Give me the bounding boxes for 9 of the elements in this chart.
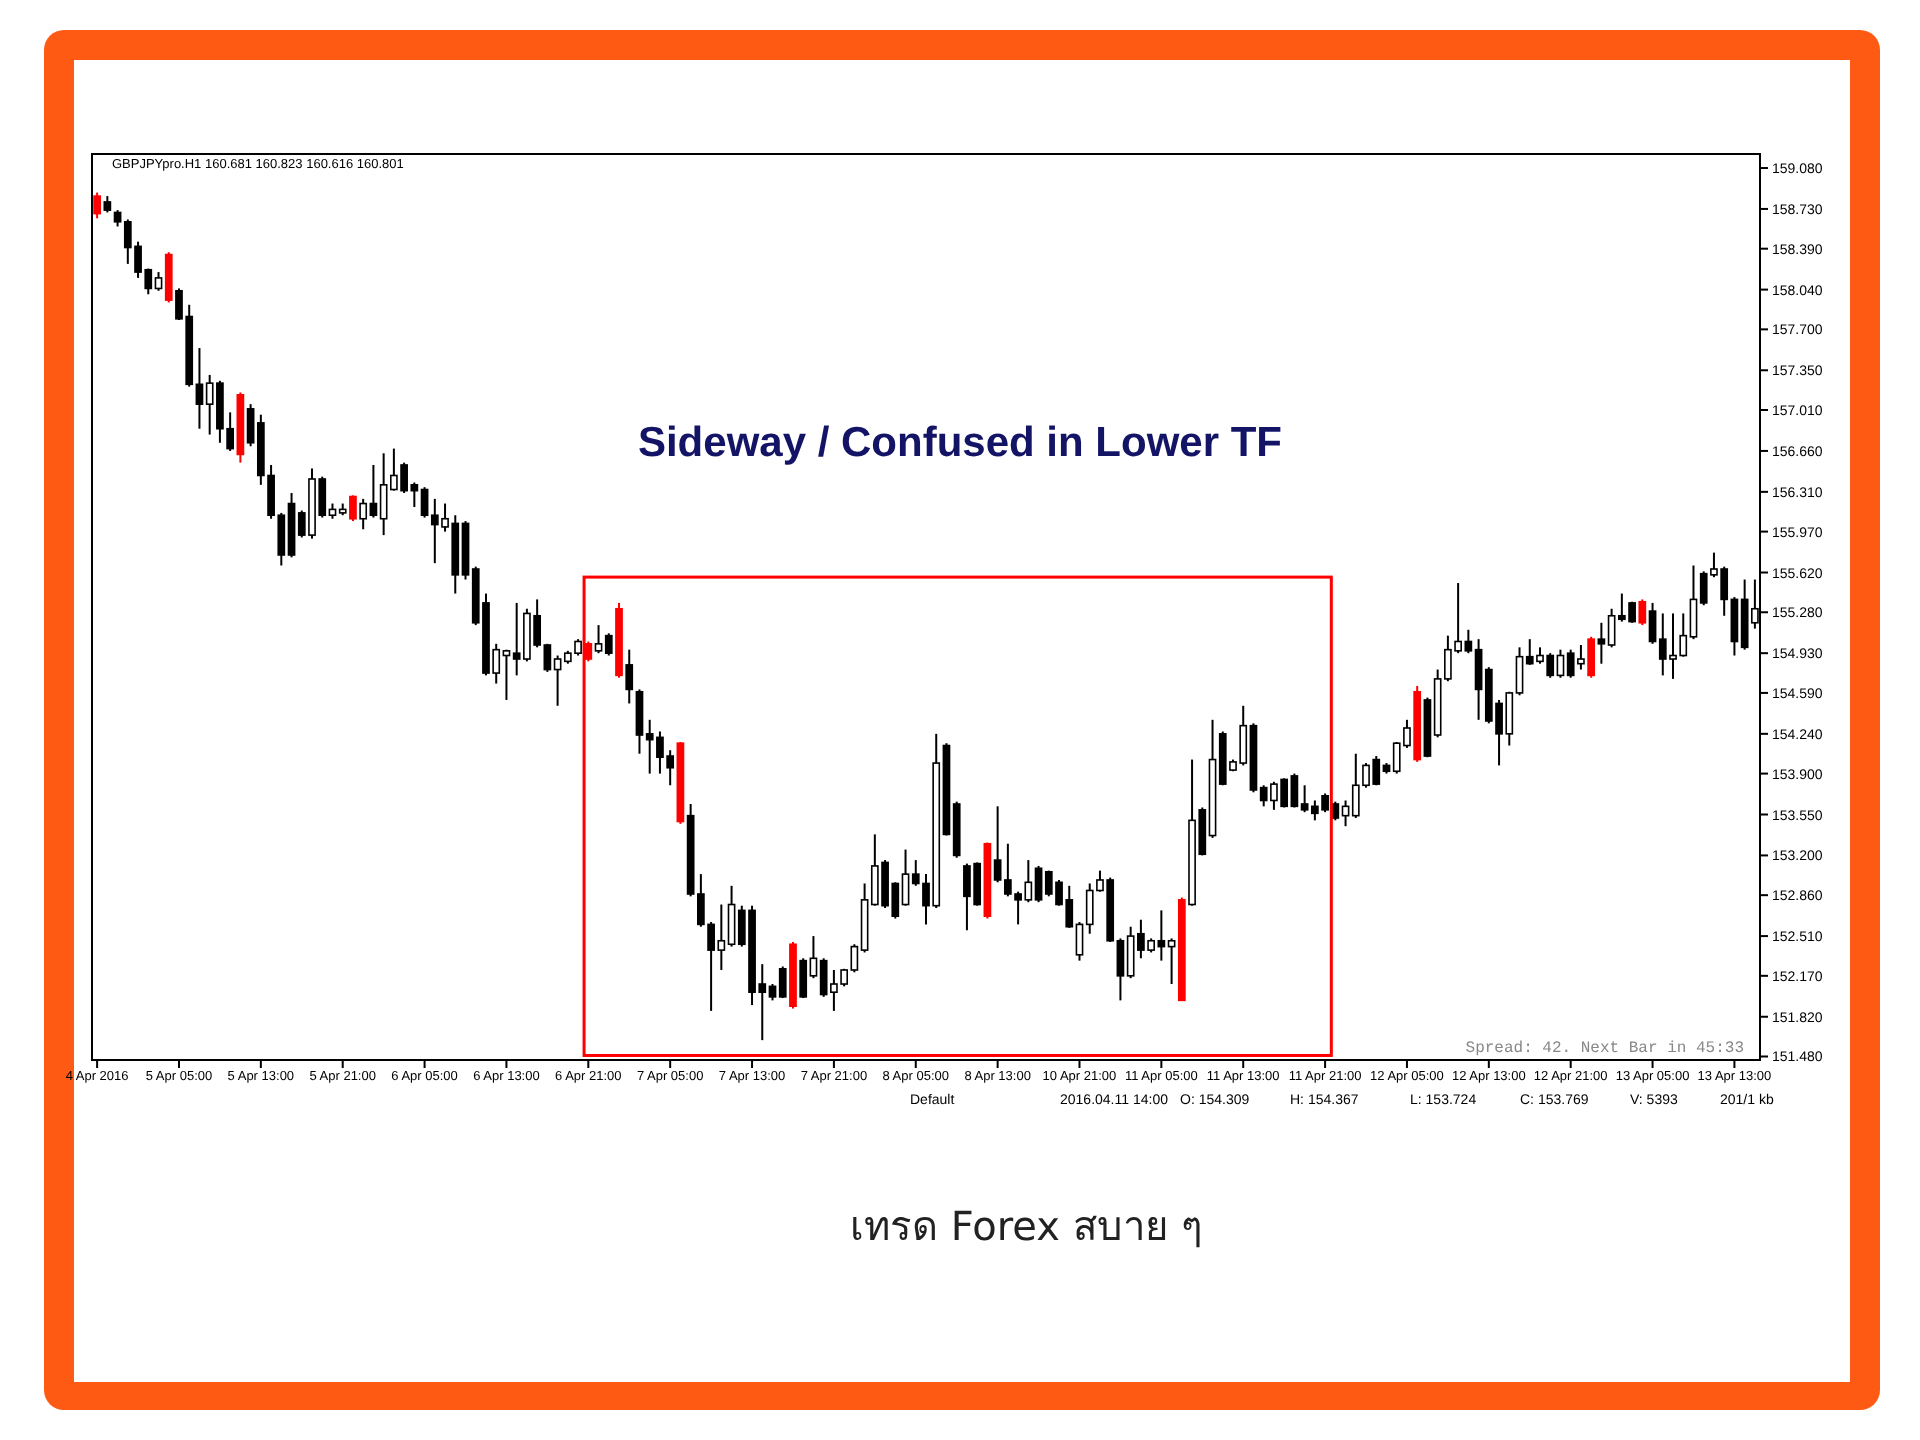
candlestick bbox=[625, 648, 634, 705]
candlestick bbox=[1638, 598, 1647, 627]
candlestick bbox=[349, 494, 357, 523]
annotation: Spread: 42. Next Bar in 45:33 bbox=[1465, 1040, 1745, 1058]
candlestick bbox=[93, 191, 101, 220]
text: Sideway / Confused in Lower TF bbox=[637, 420, 1283, 466]
text: เทรด Forex สบาย ๆ bbox=[850, 1202, 1204, 1250]
candlestick bbox=[1587, 635, 1596, 679]
candlestick bbox=[164, 251, 173, 304]
